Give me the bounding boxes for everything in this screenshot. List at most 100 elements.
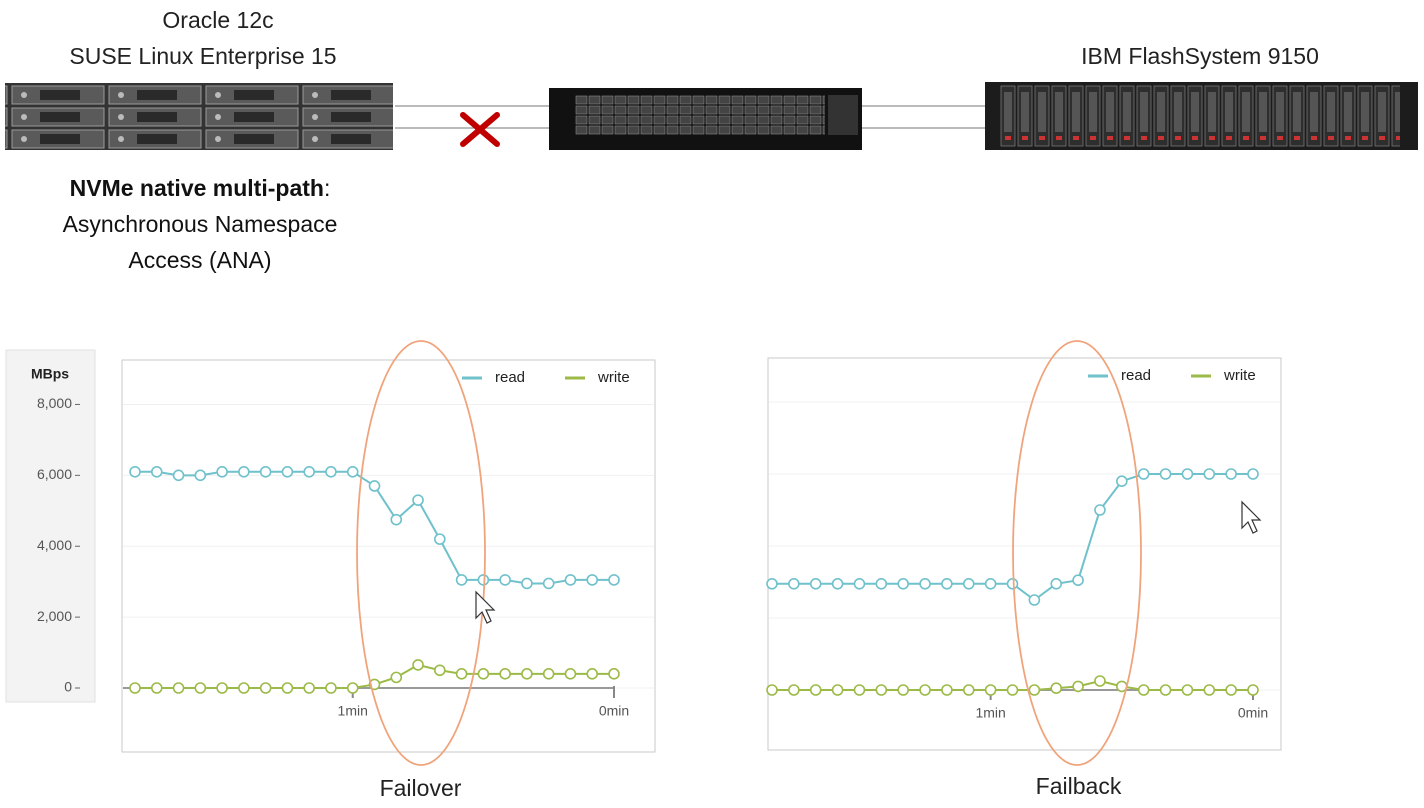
data-point bbox=[129, 465, 141, 478]
x-tick-label: 0min bbox=[599, 703, 629, 719]
data-point bbox=[325, 465, 337, 478]
data-point bbox=[586, 668, 599, 680]
data-point bbox=[1028, 594, 1041, 606]
data-point bbox=[150, 682, 163, 694]
data-point bbox=[897, 684, 909, 696]
data-point bbox=[809, 577, 822, 590]
highlight-ellipse bbox=[356, 340, 486, 766]
data-point bbox=[853, 684, 866, 696]
description-term: NVMe native multi-path bbox=[69, 175, 324, 201]
data-point bbox=[984, 684, 997, 696]
data-point bbox=[412, 494, 424, 506]
data-point bbox=[1006, 684, 1019, 696]
data-point bbox=[216, 682, 228, 694]
data-point bbox=[259, 465, 272, 478]
y-axis-label: MBps bbox=[31, 366, 69, 382]
data-point bbox=[941, 577, 953, 590]
y-tick-label: 6,000 bbox=[37, 466, 72, 482]
data-point bbox=[1050, 577, 1063, 590]
data-point bbox=[390, 671, 403, 684]
data-point bbox=[1137, 684, 1150, 696]
plot-frame bbox=[121, 359, 656, 753]
data-point bbox=[1116, 475, 1128, 488]
y-tick-label: 4,000 bbox=[37, 537, 72, 553]
data-point bbox=[875, 577, 888, 590]
data-point bbox=[455, 574, 468, 586]
data-point bbox=[788, 577, 800, 590]
data-point bbox=[172, 469, 185, 482]
cursor bbox=[475, 590, 496, 624]
data-point bbox=[1094, 675, 1106, 687]
x-tick-label: 1min bbox=[975, 705, 1005, 721]
data-point bbox=[303, 465, 315, 478]
data-point bbox=[1225, 468, 1237, 480]
description: NVMe native multi-path: Asynchronous Nam… bbox=[35, 170, 365, 278]
data-point bbox=[150, 465, 163, 478]
data-point bbox=[1028, 684, 1041, 696]
data-point bbox=[1247, 684, 1259, 696]
storage-label: IBM FlashSystem 9150 bbox=[1081, 43, 1319, 69]
x-tick-label: 0min bbox=[1238, 705, 1268, 721]
data-point bbox=[542, 668, 555, 680]
data-point bbox=[564, 574, 577, 586]
data-point bbox=[1247, 468, 1259, 480]
data-point bbox=[477, 668, 490, 680]
cables bbox=[395, 105, 985, 129]
description-detail: : Asynchronous Namespace Access (ANA) bbox=[62, 175, 338, 273]
data-point bbox=[281, 682, 294, 694]
data-point bbox=[1181, 684, 1194, 696]
chart-caption: Failback bbox=[1036, 773, 1122, 799]
data-point bbox=[542, 577, 555, 590]
y-tick-label: 2,000 bbox=[37, 608, 72, 624]
data-point bbox=[962, 684, 975, 696]
data-point bbox=[1137, 468, 1150, 480]
data-point bbox=[1203, 468, 1216, 480]
x-tick-label: 1min bbox=[338, 703, 368, 719]
data-point bbox=[984, 577, 997, 590]
data-point bbox=[455, 668, 468, 680]
legend-label: write bbox=[597, 369, 630, 386]
data-point bbox=[831, 684, 844, 696]
data-point bbox=[434, 533, 446, 545]
data-point bbox=[962, 577, 975, 590]
server bbox=[5, 83, 393, 150]
data-point bbox=[129, 682, 141, 694]
highlight-ellipse bbox=[1012, 340, 1142, 766]
storage-system bbox=[985, 82, 1418, 150]
data-point bbox=[1006, 577, 1019, 590]
data-point bbox=[1181, 468, 1194, 480]
cursor bbox=[1241, 500, 1262, 534]
y-tick-label: 0 bbox=[64, 679, 72, 695]
data-point bbox=[325, 682, 337, 694]
data-point bbox=[194, 682, 207, 694]
failure-mark bbox=[460, 112, 500, 147]
data-point bbox=[1072, 680, 1084, 693]
data-point bbox=[281, 465, 294, 478]
switch bbox=[549, 88, 862, 150]
data-point bbox=[216, 465, 228, 478]
data-point bbox=[564, 668, 577, 680]
data-point bbox=[368, 480, 381, 492]
chart-caption: Failover bbox=[380, 775, 462, 801]
data-point bbox=[238, 465, 250, 478]
data-point bbox=[1203, 684, 1216, 696]
data-point bbox=[499, 574, 511, 586]
data-point bbox=[346, 682, 359, 694]
host-line: Oracle 12c bbox=[162, 7, 273, 33]
data-point bbox=[346, 465, 359, 478]
legend-label: write bbox=[1223, 367, 1256, 384]
data-point bbox=[1072, 574, 1084, 587]
data-point bbox=[919, 577, 931, 590]
legend-label: read bbox=[495, 369, 525, 386]
data-point bbox=[499, 668, 511, 680]
data-point bbox=[477, 574, 490, 586]
data-point bbox=[586, 574, 599, 586]
data-point bbox=[412, 659, 424, 671]
data-point bbox=[1050, 682, 1063, 695]
data-point bbox=[608, 668, 620, 680]
y-axis-panel bbox=[5, 349, 96, 703]
data-point bbox=[831, 577, 844, 590]
data-point bbox=[259, 682, 272, 694]
plot-frame bbox=[767, 357, 1282, 751]
